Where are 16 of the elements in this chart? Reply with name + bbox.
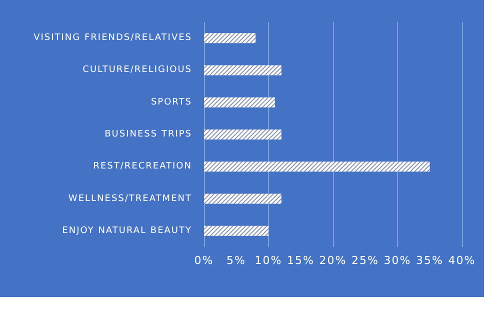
x-tick-label: 40% — [448, 254, 476, 267]
y-tick-label: BUSINESS TRIPS — [104, 130, 192, 140]
y-tick-label: SPORTS — [150, 97, 192, 108]
y-tick-label: ENJOY NATURAL BEAUTY — [62, 226, 192, 236]
y-tick-label: CULTURE/RELIGIOUS — [82, 65, 192, 76]
x-tick-label: 30% — [384, 254, 412, 267]
x-tick-label: 5% — [226, 254, 246, 267]
y-tick-label: REST/RECREATION — [93, 162, 192, 172]
x-tick-label: 25% — [352, 254, 379, 267]
x-tick-label: 35% — [416, 254, 444, 267]
x-tick-label: 10% — [254, 254, 282, 267]
y-tick-label: VISITING FRIENDS/RELATIVES — [34, 33, 192, 44]
y-tick-label: WELLNESS/TREATMENT — [68, 194, 192, 204]
x-tick-label: 0% — [194, 254, 214, 267]
x-tick-label: 15% — [287, 254, 314, 267]
x-tick-label: 20% — [319, 254, 347, 267]
